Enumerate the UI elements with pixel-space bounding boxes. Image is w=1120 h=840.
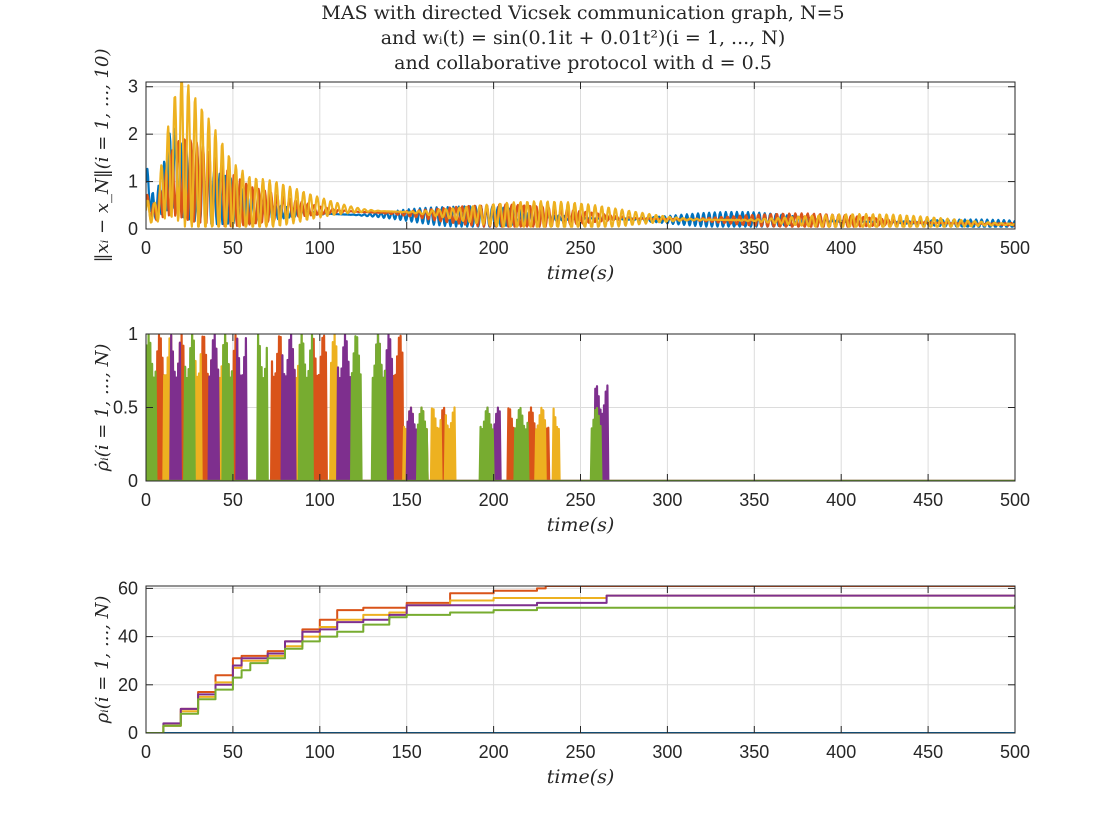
series-line-4 [146, 334, 1015, 481]
x-tick-label: 200 [479, 742, 509, 762]
x-tick-label: 350 [739, 742, 769, 762]
panel-error-norm: 0 50 100 150 200 250 300 350 400 450 500 0 1 2 3 time(s… [92, 49, 1030, 284]
y-tick-label: 1 [128, 172, 138, 192]
x-tick-label: 300 [652, 238, 682, 258]
x-tick-label: 200 [479, 238, 509, 258]
series-group [146, 82, 1015, 228]
x-tick-label: 500 [1000, 742, 1030, 762]
x-tick-label: 150 [392, 490, 422, 510]
series-line-5 [146, 605, 1015, 733]
y-tick-label: 0 [128, 219, 138, 239]
x-axis-label: time(s) [547, 766, 615, 788]
series-group [146, 586, 1015, 733]
x-tick-label: 50 [223, 238, 243, 258]
series-group [146, 334, 1015, 481]
figure-title: MAS with directed Vicsek communication g… [321, 2, 844, 74]
y-tick-label: 40 [118, 627, 138, 647]
x-tick-label: 400 [826, 238, 856, 258]
panel-rho: 0 50 100 150 200 250 300 350 400 450 500 0 20 40 60 tim… [92, 578, 1030, 788]
title-line-1: MAS with directed Vicsek communication g… [321, 2, 844, 24]
x-axis-label: time(s) [547, 262, 615, 284]
x-tick-label: 350 [739, 490, 769, 510]
panel-rho-dot: 0 50 100 150 200 250 300 350 400 450 500 0 0.5 1 time(… [92, 324, 1030, 536]
x-tick-label: 300 [652, 490, 682, 510]
x-tick-label: 450 [913, 490, 943, 510]
x-tick-label: 50 [223, 742, 243, 762]
x-tick-label: 350 [739, 238, 769, 258]
x-tick-label: 400 [826, 490, 856, 510]
title-line-2: and wᵢ(t) = sin(0.1it + 0.01t²)(i = 1, .… [381, 27, 786, 49]
x-tick-label: 500 [1000, 238, 1030, 258]
y-tick-label: 60 [118, 578, 138, 598]
x-tick-label: 300 [652, 742, 682, 762]
x-tick-label: 0 [141, 238, 151, 258]
y-tick-label: 0 [128, 471, 138, 491]
y-tick-label: 3 [128, 77, 138, 97]
x-tick-label: 450 [913, 238, 943, 258]
x-tick-label: 500 [1000, 490, 1030, 510]
y-tick-label: 0 [128, 723, 138, 743]
x-tick-label: 200 [479, 490, 509, 510]
x-tick-label: 50 [223, 490, 243, 510]
y-axis-label: ‖xᵢ − x_N‖(i = 1, ..., 10) [92, 49, 113, 263]
x-axis-label: time(s) [547, 514, 615, 536]
x-tick-label: 100 [305, 490, 335, 510]
x-tick-label: 100 [305, 742, 335, 762]
y-axis-label: ρ̇ᵢ(i = 1, ..., N) [92, 344, 113, 473]
x-tick-label: 250 [565, 490, 595, 510]
x-tick-label: 0 [141, 490, 151, 510]
x-tick-label: 100 [305, 238, 335, 258]
x-tick-label: 250 [565, 742, 595, 762]
x-tick-label: 250 [565, 238, 595, 258]
y-tick-label: 20 [118, 675, 138, 695]
x-tick-label: 150 [392, 238, 422, 258]
x-tick-label: 0 [141, 742, 151, 762]
x-tick-label: 450 [913, 742, 943, 762]
y-tick-label: 0.5 [113, 398, 138, 418]
y-tick-label: 2 [128, 124, 138, 144]
series-line-5 [146, 334, 1015, 481]
title-line-3: and collaborative protocol with d = 0.5 [394, 52, 772, 74]
y-tick-label: 1 [128, 324, 138, 344]
y-axis-label: ρᵢ(i = 1, ..., N) [92, 596, 113, 725]
x-tick-label: 150 [392, 742, 422, 762]
x-tick-label: 400 [826, 742, 856, 762]
series-line-3 [146, 82, 1015, 228]
